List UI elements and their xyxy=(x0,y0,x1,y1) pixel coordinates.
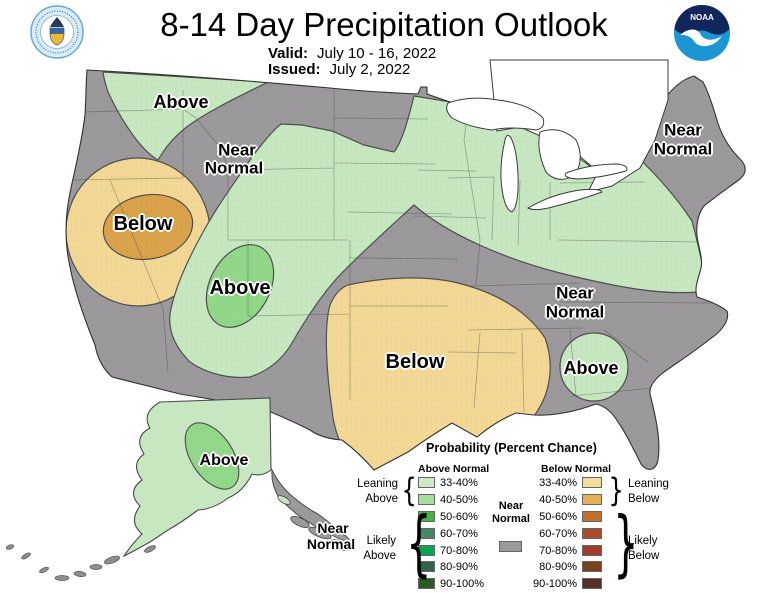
map-label-normal-ak: Normal xyxy=(306,536,356,552)
legend-near-label: Near xyxy=(498,500,524,512)
panhandle-island xyxy=(330,539,350,551)
page-title: 8-14 Day Precipitation Outlook xyxy=(160,6,608,43)
legend-pct-above: 60-70% xyxy=(440,528,478,540)
lake-erie xyxy=(526,188,603,211)
legend-pct-below: 40-50% xyxy=(539,494,577,506)
legend-pct-below: 80-90% xyxy=(539,561,577,573)
panhandle-island xyxy=(290,516,310,528)
legend-pct-above: 70-80% xyxy=(440,545,478,557)
doc-seal-logo xyxy=(30,5,84,59)
likely-above-label: Likely Above xyxy=(348,534,396,564)
legend-swatch-below xyxy=(582,528,602,539)
map-label-normal-nw: Normal xyxy=(204,158,264,178)
legend-pct-below: 33-40% xyxy=(539,477,577,489)
great-lakes xyxy=(446,59,669,213)
brace-leaning-below: } xyxy=(608,471,624,509)
noaa-logo-text: NOAA xyxy=(690,13,714,22)
valid-date-line: Valid: July 10 - 16, 2022 xyxy=(268,45,436,62)
panhandle-island xyxy=(308,526,332,540)
legend-swatch-above xyxy=(418,528,435,539)
legend-swatch-above xyxy=(418,578,435,589)
legend-pct-below: 90-100% xyxy=(532,578,577,590)
legend-swatch-above xyxy=(418,477,435,488)
legend-title: Probability (Percent Chance) xyxy=(426,441,597,455)
seagull-icon xyxy=(680,29,722,47)
likely-below-label: Likely Below xyxy=(628,534,659,564)
issued-value: July 2, 2022 xyxy=(329,61,411,78)
map-label-near-sc: Near xyxy=(556,283,594,303)
valid-value: July 10 - 16, 2022 xyxy=(317,45,437,62)
brace-leaning-above: { xyxy=(401,471,417,509)
legend-below-header: Below Normal xyxy=(541,463,612,475)
legend-above-header: Above Normal xyxy=(418,463,490,475)
legend-swatch-below xyxy=(582,545,602,556)
aleutian-islands xyxy=(5,544,156,581)
leaning-below-label: Leaning Below xyxy=(628,477,669,507)
legend-swatch-below xyxy=(582,578,602,589)
likely-above-line1: Likely xyxy=(366,535,396,547)
legend-swatch-below xyxy=(582,511,602,522)
legend-pct-above: 40-50% xyxy=(440,494,478,506)
legend-swatch-below xyxy=(582,477,602,488)
legend-normal-label: Normal xyxy=(492,513,530,525)
map-label-below-south: Below xyxy=(385,351,445,373)
panhandle-island-green xyxy=(277,495,291,505)
map-label-above-alaska: Above xyxy=(199,452,249,469)
legend-swatch-above xyxy=(418,545,435,556)
map-label-near-ne: Near xyxy=(664,120,702,140)
map-label-normal-sc: Normal xyxy=(545,302,605,322)
lake-superior xyxy=(446,97,545,131)
legend-swatch-below xyxy=(582,494,602,505)
noaa-sky-shape xyxy=(674,5,730,35)
alaska-inset xyxy=(5,397,354,581)
leaning-below-line1: Leaning xyxy=(628,478,669,490)
map-label-above-se: Above xyxy=(563,358,619,378)
map-label-below-west: Below xyxy=(113,213,173,235)
map-label-above-central: Above xyxy=(209,277,271,299)
legend-swatch-above xyxy=(418,494,435,505)
likely-below-line2: Below xyxy=(628,550,660,562)
legend-pct-below: 50-60% xyxy=(539,511,577,523)
map-label-near-ak: Near xyxy=(317,520,349,536)
map-label-above-pnw: Above xyxy=(153,92,209,112)
brace-likely-above: { xyxy=(406,501,432,585)
legend-swatch-above xyxy=(418,511,435,522)
legend-swatch-above xyxy=(418,561,435,572)
legend-swatch-near-normal xyxy=(499,541,522,552)
map-region-above-alaska xyxy=(122,397,272,558)
leaning-below-line2: Below xyxy=(628,493,660,505)
leaning-above-line2: Above xyxy=(365,493,398,505)
issued-label: Issued: xyxy=(268,61,321,78)
issued-date-line: Issued: July 2, 2022 xyxy=(268,61,410,78)
likely-below-line1: Likely xyxy=(628,535,658,547)
map-label-near-nw: Near xyxy=(218,140,256,160)
legend-pct-above: 33-40% xyxy=(440,477,478,489)
eagle-icon xyxy=(50,17,64,27)
map-label-normal-ne: Normal xyxy=(653,139,713,159)
legend-pct-above: 90-100% xyxy=(440,578,485,590)
leaning-above-line1: Leaning xyxy=(357,478,398,490)
conus-coastline xyxy=(65,69,746,471)
legend-swatch-below xyxy=(582,561,602,572)
map-region-above-alaska-inner xyxy=(184,422,240,490)
leaning-above-label: Leaning Above xyxy=(350,477,398,507)
noaa-logo: NOAA xyxy=(674,5,730,61)
legend-pct-above: 80-90% xyxy=(440,561,478,573)
lake-michigan xyxy=(500,134,519,213)
valid-label: Valid: xyxy=(268,45,309,62)
brace-likely-below: } xyxy=(613,501,639,585)
legend-pct-below: 60-70% xyxy=(539,528,577,540)
likely-above-line2: Above xyxy=(363,550,396,562)
legend-pct-above: 50-60% xyxy=(440,511,478,523)
lake-ontario xyxy=(564,163,628,180)
legend-pct-below: 70-80% xyxy=(539,545,577,557)
